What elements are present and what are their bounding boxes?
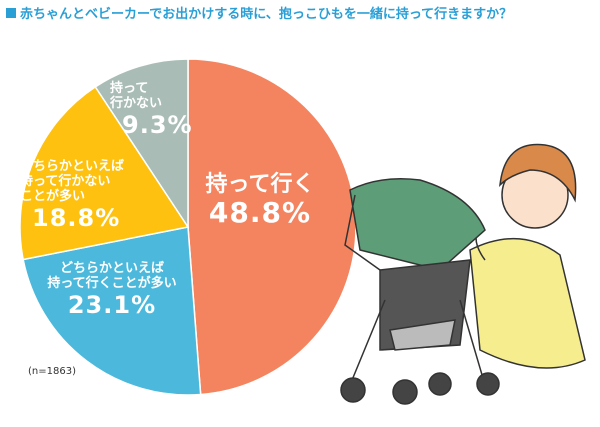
category-label: 持って 行かない [110, 81, 163, 111]
slice-label: どちらかといえば 持って行くことが多い 23.1% [42, 261, 182, 319]
sample-note: (n=1863) [28, 366, 76, 377]
category-label: どちらかといえば 持って行くことが多い [47, 261, 177, 291]
chart-title: 赤ちゃんとベビーカーでお出かけする時に、抱っこひもを一緒に持って行きますか？ [20, 6, 512, 22]
pie [19, 58, 357, 396]
title-marker [6, 8, 16, 18]
value-label: 23.1% [67, 290, 157, 319]
slice-label: 持って 行かない 9.3% [110, 81, 193, 139]
value-label: 48.8% [208, 196, 312, 230]
slice-label: 持って行く 48.8% [200, 172, 320, 229]
illustration [340, 143, 586, 405]
value-label: 18.8% [32, 203, 121, 232]
value-label: 9.3% [122, 110, 193, 139]
pie-slice [22, 226, 202, 396]
pie-slice [94, 58, 189, 230]
pie-slice [19, 85, 190, 261]
slice-label: どちらかといえば 持って行かない ことが多い 18.8% [20, 159, 160, 232]
category-label: 持って行く [205, 172, 315, 197]
category-label: どちらかといえば 持って行かない ことが多い [20, 159, 125, 204]
